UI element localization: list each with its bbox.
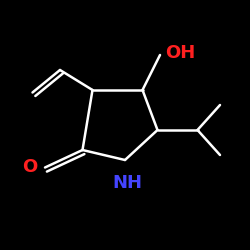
Text: NH: NH bbox=[112, 174, 142, 192]
Text: OH: OH bbox=[165, 44, 195, 62]
Text: O: O bbox=[22, 158, 38, 176]
